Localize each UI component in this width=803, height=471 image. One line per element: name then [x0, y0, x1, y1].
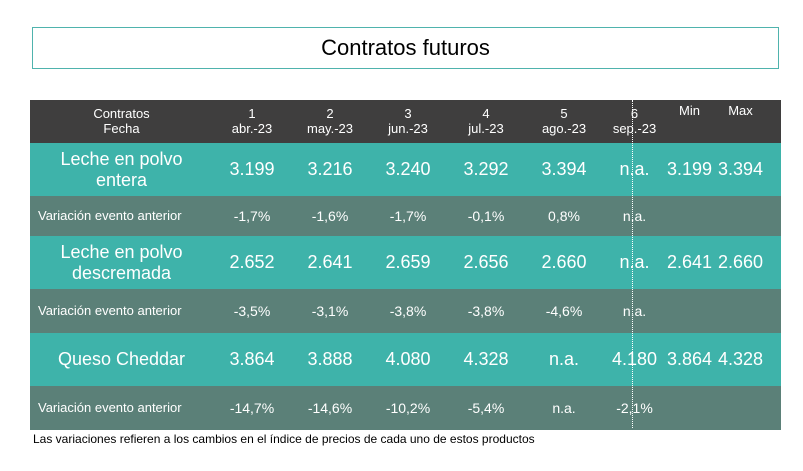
- table-cell: -0,1%: [467, 207, 505, 224]
- table-cell: -3,8%: [389, 302, 427, 319]
- table-cell: 2.656: [463, 252, 509, 273]
- header-month-1: 1 abr.-23: [213, 100, 291, 143]
- row-label: Variación evento anterior: [38, 302, 182, 318]
- table-cell: 2.641: [307, 252, 353, 273]
- table-cell: 3.394: [541, 159, 587, 180]
- table-cell: 3.292: [463, 159, 509, 180]
- max-cell: [713, 289, 768, 333]
- header-month-num: 4: [482, 105, 490, 121]
- header-month-num: 3: [404, 105, 412, 121]
- header-label-cell: Contratos Fecha: [30, 100, 213, 143]
- table-cell: 4.080: [385, 349, 431, 370]
- max-cell: 3.394: [717, 159, 764, 180]
- header-month-date: jul.-23: [468, 120, 504, 136]
- table-cell: 3.240: [385, 159, 431, 180]
- header-month-date: abr.-23: [231, 120, 273, 136]
- table-row-variation: Variación evento anterior -3,5% -3,1% -3…: [30, 289, 781, 333]
- page-title: Contratos futuros: [32, 27, 779, 69]
- table-cell: 4.328: [463, 349, 509, 370]
- table-cell: n.a.: [622, 302, 647, 319]
- table-cell: -1,7%: [233, 207, 271, 224]
- row-label: Variación evento anterior: [38, 399, 182, 415]
- futures-table: Contratos Fecha 1 abr.-23 2 may.-23 3 ju…: [30, 100, 781, 430]
- table-header-row: Contratos Fecha 1 abr.-23 2 may.-23 3 ju…: [30, 100, 781, 143]
- min-cell: [666, 289, 713, 333]
- table-row-cheddar: Queso Cheddar 3.864 3.888 4.080 4.328 n.…: [30, 333, 781, 386]
- max-cell: 4.328: [717, 349, 764, 370]
- row-label: Leche en polvo descremada: [30, 236, 213, 289]
- row-label: Queso Cheddar: [57, 349, 186, 370]
- row-label: Leche en polvo entera: [30, 143, 213, 196]
- table-cell: -14,7%: [229, 399, 275, 416]
- header-month-3: 3 jun.-23: [369, 100, 447, 143]
- table-row-whole-milk-powder: Leche en polvo entera 3.199 3.216 3.240 …: [30, 143, 781, 196]
- header-month-num: 5: [560, 105, 568, 121]
- min-max-divider: [632, 100, 633, 428]
- header-month-6: 6 sep.-23: [603, 100, 666, 143]
- table-cell: -5,4%: [467, 399, 505, 416]
- row-label-line2: entera: [95, 169, 148, 190]
- header-month-date: jun.-23: [388, 120, 428, 136]
- max-cell: [713, 386, 768, 430]
- header-month-num: 2: [326, 105, 334, 121]
- table-row-variation: Variación evento anterior -14,7% -14,6% …: [30, 386, 781, 430]
- table-cell: n.a.: [619, 159, 650, 180]
- header-month-5: 5 ago.-23: [525, 100, 603, 143]
- table-row-variation: Variación evento anterior -1,7% -1,6% -1…: [30, 196, 781, 236]
- table-cell: 3.216: [307, 159, 353, 180]
- table-cell: -1,6%: [311, 207, 349, 224]
- table-cell: 2.659: [385, 252, 431, 273]
- min-cell: 3.864: [666, 349, 713, 370]
- row-label-line2: descremada: [71, 262, 172, 283]
- table-cell: -2,1%: [616, 399, 653, 416]
- header-min: Min: [679, 103, 700, 118]
- table-cell: n.a.: [548, 349, 580, 370]
- header-contracts-label: Contratos: [93, 105, 150, 121]
- min-cell: 2.641: [666, 252, 713, 273]
- header-month-date: ago.-23: [541, 120, 587, 136]
- header-month-2: 2 may.-23: [291, 100, 369, 143]
- table-cell: -3,5%: [233, 302, 271, 319]
- min-cell: [666, 386, 713, 430]
- header-max: Max: [728, 103, 753, 118]
- table-cell: -10,2%: [385, 399, 431, 416]
- table-cell: n.a.: [552, 399, 576, 416]
- table-cell: 3.864: [229, 349, 275, 370]
- max-cell: [713, 196, 768, 236]
- table-cell: 3.199: [229, 159, 275, 180]
- footnote: Las variaciones refieren a los cambios e…: [33, 432, 535, 446]
- table-cell: n.a.: [622, 207, 647, 224]
- row-label-line1: Leche en polvo: [60, 148, 183, 169]
- header-date-label: Fecha: [103, 120, 140, 136]
- table-cell: -1,7%: [389, 207, 427, 224]
- table-cell: 4.180: [611, 349, 658, 370]
- table-cell: 0,8%: [548, 207, 580, 224]
- row-label-line1: Leche en polvo: [60, 241, 183, 262]
- table-cell: -3,1%: [311, 302, 349, 319]
- table-cell: n.a.: [619, 252, 650, 273]
- table-cell: -14,6%: [307, 399, 353, 416]
- row-label: Variación evento anterior: [38, 207, 182, 223]
- header-month-4: 4 jul.-23: [447, 100, 525, 143]
- table-cell: 2.660: [541, 252, 587, 273]
- table-cell: -3,8%: [467, 302, 505, 319]
- header-month-date: may.-23: [307, 120, 353, 136]
- table-row-skim-milk-powder: Leche en polvo descremada 2.652 2.641 2.…: [30, 236, 781, 289]
- header-month-num: 1: [248, 105, 256, 121]
- header-month-num: 6: [630, 105, 639, 121]
- max-cell: 2.660: [717, 252, 764, 273]
- header-month-date: sep.-23: [612, 120, 657, 136]
- min-cell: 3.199: [666, 159, 713, 180]
- table-cell: 3.888: [307, 349, 353, 370]
- table-cell: 2.652: [229, 252, 275, 273]
- min-cell: [666, 196, 713, 236]
- table-cell: -4,6%: [545, 302, 583, 319]
